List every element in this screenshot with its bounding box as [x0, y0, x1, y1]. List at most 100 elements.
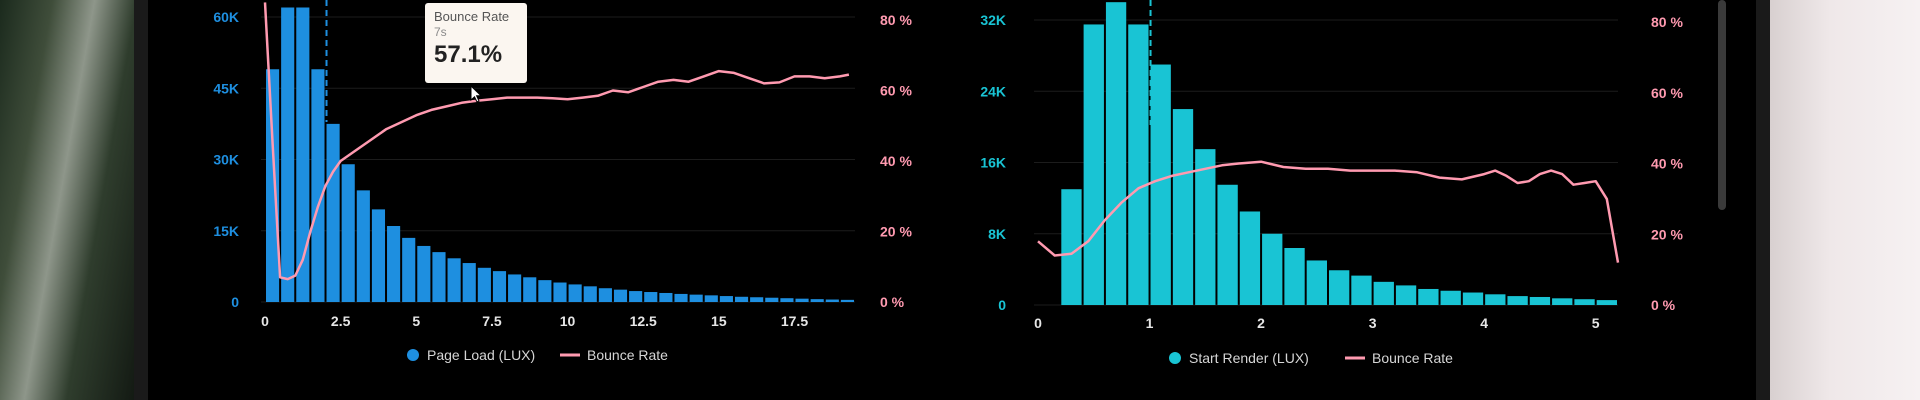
histogram-bar — [311, 69, 325, 302]
histogram-bar — [1128, 24, 1149, 305]
histogram-bar — [341, 164, 355, 302]
legend-line-label: Bounce Rate — [587, 347, 668, 363]
left-axis-tick-label: 60K — [213, 9, 239, 25]
histogram-bar — [795, 298, 809, 302]
right-axis-tick-label: 60 % — [1651, 85, 1683, 101]
left-axis-tick-label: 32K — [980, 12, 1006, 28]
histogram-bar — [447, 258, 461, 302]
histogram-bar — [810, 299, 824, 302]
histogram-bar — [765, 297, 779, 302]
right-axis-tick-label: 40 % — [1651, 156, 1683, 172]
histogram-bar — [1395, 285, 1417, 305]
left-axis-tick-label: 30K — [213, 152, 239, 168]
histogram-bar — [840, 299, 854, 302]
histogram-bar — [1150, 64, 1171, 305]
histogram-bar — [1418, 288, 1439, 305]
right-axis-tick-label: 20 % — [880, 224, 912, 240]
histogram-bar — [1061, 189, 1082, 305]
legend-bars-label: Page Load (LUX) — [427, 347, 535, 363]
x-axis-tick-label: 3 — [1369, 315, 1377, 331]
histogram-bar — [1440, 290, 1461, 305]
legend-bars-marker-icon — [1169, 352, 1181, 364]
x-axis-tick-label: 7.5 — [482, 313, 502, 329]
histogram-bar — [750, 297, 764, 302]
histogram-bar — [1284, 248, 1305, 305]
left-axis-tick-label: 16K — [980, 155, 1006, 171]
right-axis-tick-label: 80 % — [1651, 14, 1683, 30]
left-axis-tick-label: 15K — [213, 223, 239, 239]
histogram-bar — [1306, 260, 1327, 305]
bounce-rate-line — [1037, 160, 1620, 263]
histogram-bar — [1574, 299, 1595, 305]
histogram-bar — [1485, 294, 1506, 305]
legend-line-label: Bounce Rate — [1372, 350, 1453, 366]
mouse-cursor-icon — [470, 84, 483, 103]
bounce-rate-line — [263, 2, 850, 281]
histogram-bar — [296, 7, 310, 302]
histogram-bar — [598, 288, 612, 302]
histogram-bar — [402, 237, 416, 302]
histogram-bar — [553, 282, 567, 302]
tooltip-subtitle: 7s — [434, 25, 447, 39]
histogram-bar — [1195, 149, 1216, 305]
right-axis-tick-label: 20 % — [1651, 226, 1683, 242]
histogram-bar — [1507, 296, 1528, 305]
histogram-bar — [356, 190, 370, 302]
histogram-bar — [1351, 275, 1372, 305]
histogram-bar — [371, 209, 386, 302]
x-axis-tick-label: 17.5 — [781, 313, 808, 329]
x-axis-tick-label: 12.5 — [630, 313, 657, 329]
left-axis-tick-label: 8K — [988, 226, 1006, 242]
plant-foliage — [0, 0, 140, 400]
histogram-bar — [704, 295, 718, 302]
right-axis-tick-label: 0 % — [880, 294, 905, 310]
right-axis-tick-label: 60 % — [880, 83, 912, 99]
histogram-bar — [492, 271, 507, 302]
left-axis-tick-label: 0 — [231, 294, 239, 310]
histogram-bar — [1462, 292, 1484, 305]
chart-legend: Page Load (LUX) Bounce Rate — [407, 347, 668, 363]
page-load-chart: 0 15K 30K 45K 60K 0 % 20 % 40 % 60 % 80 % 0 2.5 5 7.5… — [213, 0, 912, 363]
tooltip-value: 57.1% — [434, 41, 503, 68]
histogram-bar — [1329, 270, 1350, 305]
histogram-bar — [1373, 281, 1394, 305]
histogram-bar — [1262, 233, 1283, 305]
histogram-bar — [734, 296, 749, 302]
x-axis-tick-label: 5 — [1592, 315, 1600, 331]
histogram-bar — [1239, 211, 1261, 305]
histogram-bar — [780, 298, 794, 302]
histogram-bar — [568, 284, 582, 302]
histogram-bar — [432, 252, 446, 302]
left-axis-tick-label: 45K — [213, 80, 239, 96]
x-axis-tick-label: 5 — [412, 313, 420, 329]
histogram-bar — [266, 69, 280, 302]
histogram-bar — [538, 280, 552, 302]
histogram-bar — [719, 296, 733, 302]
histogram-bar — [462, 263, 476, 302]
histogram-bar — [1552, 298, 1573, 305]
histogram-bar — [1105, 2, 1127, 305]
x-axis-tick-label: 15 — [711, 313, 727, 329]
histogram-bar — [1529, 296, 1551, 305]
histogram-bar — [281, 7, 295, 302]
left-axis-tick-label: 24K — [980, 83, 1006, 99]
right-axis-tick-label: 40 % — [880, 153, 912, 169]
histogram-bar — [508, 274, 522, 302]
histogram-bar — [387, 226, 401, 302]
histogram-bar — [674, 293, 688, 302]
bounce-rate-tooltip: Bounce Rate 7s 57.1% — [425, 3, 527, 83]
histogram-bar — [477, 267, 491, 302]
x-axis-tick-label: 1 — [1146, 315, 1154, 331]
left-axis-tick-label: 0 — [998, 297, 1006, 313]
monitor-screen — [148, 0, 1756, 400]
histogram-bar — [629, 291, 643, 302]
histogram-bar — [1217, 184, 1238, 305]
start-render-chart: 0 8K 16K 24K 32K 0 % 20 % 40 % 60 % 80 % 0 1 2 3 4 5 Sta… — [980, 0, 1683, 366]
scrollbar-thumb[interactable] — [1718, 0, 1726, 210]
background-wall — [1770, 0, 1920, 400]
x-axis-tick-label: 0 — [1034, 315, 1042, 331]
histogram-bar — [825, 299, 839, 302]
